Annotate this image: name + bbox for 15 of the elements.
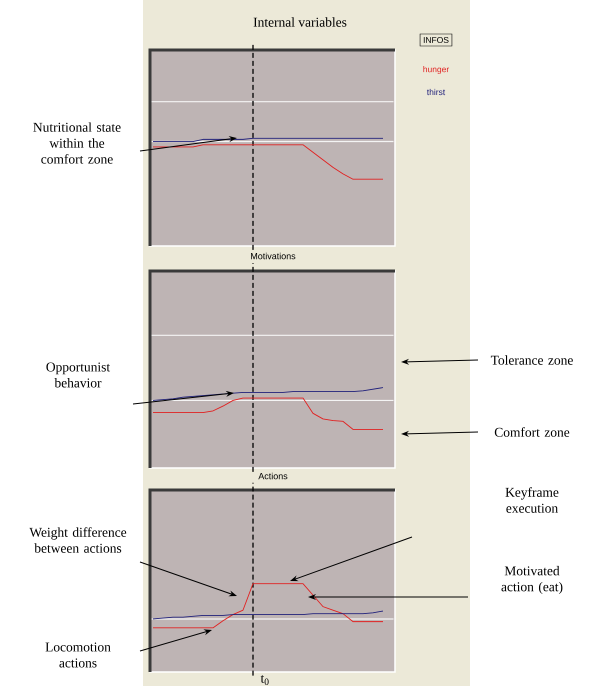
text: t$_{0}$ [260,675,268,685]
chart-title: Motivations [250,252,296,260]
text: hunger [423,66,449,74]
text: INFOS [424,37,448,43]
text: Weight difference between actions [29,527,126,553]
text: thirst [426,88,445,96]
text: Motivated action (eat) [501,566,562,594]
chart-title: Actions [258,472,288,480]
text: Locomotion actions [45,642,111,668]
text: Nutritional state within the comfort zone [33,122,120,164]
text: Keyframe execution [505,487,558,513]
chart-title: Internal variables [253,17,346,27]
text: Tolerance zone [490,355,573,365]
text: Comfort zone [494,427,570,437]
text: Opportunist behavior [46,362,110,388]
